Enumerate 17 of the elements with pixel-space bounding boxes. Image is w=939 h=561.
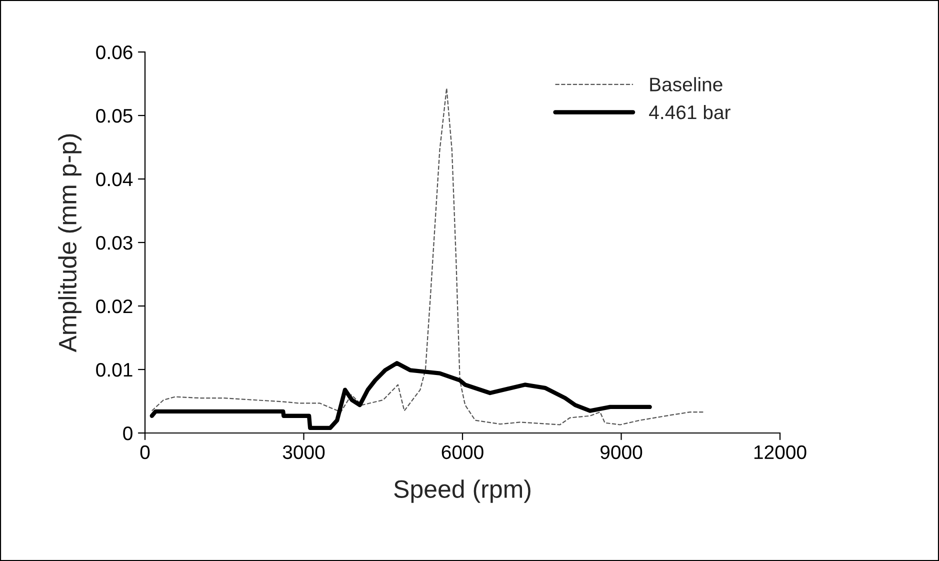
y-tick-label: 0.04	[96, 172, 133, 186]
line-series	[150, 361, 652, 430]
x-tick-label: 0	[140, 445, 150, 460]
y-tick-label: 0.03	[96, 236, 132, 250]
x-axis-title: Speed (rpm)	[394, 480, 530, 503]
legend-label: 4.461 bar	[649, 104, 730, 120]
y-tick-label: 0.06	[96, 45, 132, 60]
legend-label: Baseline	[650, 77, 722, 92]
y-axis-title: Amplitude (mm p-p)	[58, 134, 82, 352]
y-tick-label: 0.02	[96, 299, 132, 314]
x-tick-label: 3000	[282, 445, 325, 460]
y-tick-label: 0.01	[96, 362, 132, 377]
y-tick-label: 0	[123, 426, 132, 440]
x-tick-label: 9000	[600, 445, 642, 460]
x-tick-label: 6000	[442, 445, 484, 460]
x-tick-label: 12000	[754, 445, 806, 460]
y-tick-label: 0.05	[96, 108, 132, 123]
